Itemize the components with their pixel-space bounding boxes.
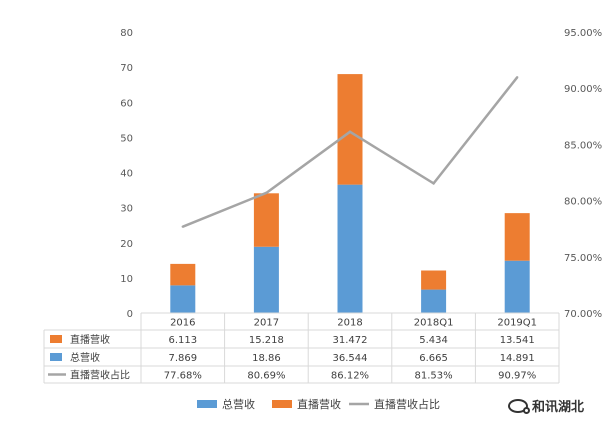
left-tick-label: 80 [120,28,133,39]
bar-total [504,260,530,313]
ratio-point [181,225,184,228]
table-cell: 13.541 [500,335,535,346]
bar-live [170,263,196,286]
right-tick-label: 95.00% [564,28,602,39]
ratio-line [181,76,519,228]
left-tick-label: 70 [120,63,133,74]
category-label: 2019Q1 [497,318,537,329]
bar-total [337,184,363,313]
legend-swatch [197,400,217,408]
left-tick-label: 0 [127,309,133,320]
right-tick-label: 75.00% [564,253,602,264]
bars [170,74,530,313]
table-key-swatch [50,353,62,361]
table-cell: 36.544 [333,353,368,364]
bar-total [170,285,196,313]
ratio-point [348,130,352,134]
ratio-point [516,76,519,79]
left-tick-label: 50 [120,133,133,144]
left-tick-label: 10 [120,274,133,285]
table-cell: 80.69% [247,371,285,382]
table-cell: 14.891 [500,353,535,364]
bar-live [504,213,530,261]
category-label: 2017 [254,318,279,329]
ratio-point [432,182,435,185]
category-label: 2016 [170,318,195,329]
left-axis: 0 10 20 30 40 50 60 70 80 [120,28,133,320]
legend-label: 总营收 [222,397,255,411]
left-tick-label: 30 [120,204,133,215]
right-tick-label: 70.00% [564,309,602,320]
table-row-label: 直播营收 [70,333,110,346]
legend-swatch [272,400,292,408]
table-cell: 6.665 [419,353,448,364]
table-cell: 15.218 [249,335,284,346]
legend-label: 直播营收 [297,397,341,411]
bar-live [421,270,447,290]
table-cell: 77.68% [164,371,202,382]
table-key-swatch [50,335,62,343]
watermark-text: 和讯湖北 [532,400,585,415]
table-cell: 18.86 [252,353,281,364]
watermark: 和讯湖北 [508,396,584,415]
bar-total [253,246,279,313]
table-cell: 5.434 [419,335,448,346]
bar-live [337,74,363,185]
right-tick-label: 80.00% [564,197,602,208]
legend-label: 直播营收占比 [374,397,440,411]
bar-total [421,289,447,313]
category-label: 2018 [337,318,362,329]
category-label: 2018Q1 [414,318,454,329]
ratio-point [265,191,268,195]
left-tick-label: 20 [120,239,133,250]
table-cell: 7.869 [168,353,197,364]
left-tick-label: 60 [120,98,133,109]
table-cell: 31.472 [333,335,368,346]
table-cell: 90.97% [498,371,536,382]
left-tick-label: 40 [120,169,133,180]
legend: 总营收 直播营收 直播营收占比 [197,397,440,411]
table-cell: 81.53% [415,371,453,382]
right-axis: 70.00% 75.00% 80.00% 85.00% 90.00% 95.00% [564,28,602,320]
right-tick-label: 85.00% [564,140,602,151]
table-cell: 86.12% [331,371,369,382]
table-row-label: 总营收 [70,351,100,364]
bar-live [253,193,279,247]
wechat-icon [508,398,530,414]
table-row-label: 直播营收占比 [70,369,130,382]
data-table: 2016 2017 2018 2018Q1 2019Q1 直播营收 6.113 15.218 3… [43,312,560,384]
table-cell: 6.113 [168,335,197,346]
right-tick-label: 90.00% [564,84,602,95]
